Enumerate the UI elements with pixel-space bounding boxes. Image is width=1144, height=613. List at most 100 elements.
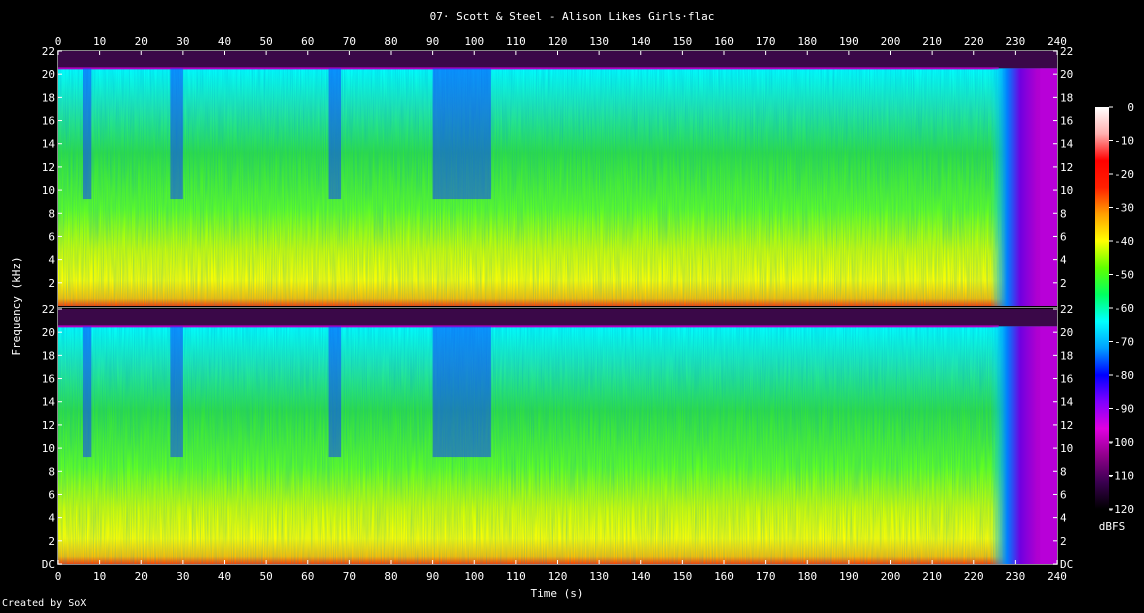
- y-tick-label: 10: [42, 442, 55, 455]
- y-tick-label: 14: [42, 396, 56, 409]
- x-tick-label: 30: [176, 35, 189, 48]
- x-tick-label: 220: [964, 570, 984, 583]
- y-tick-label: 18: [42, 91, 55, 104]
- colorbar-tick-label: -80: [1114, 369, 1134, 382]
- y-tick-label: 8: [1060, 465, 1067, 478]
- channel-lower-grain: [58, 309, 1057, 564]
- y-tick-label: 16: [42, 373, 55, 386]
- colorbar-tick-label: -50: [1114, 269, 1134, 282]
- x-tick-label: 240: [1047, 35, 1067, 48]
- x-tick-label: 130: [589, 570, 609, 583]
- x-tick-label: 90: [426, 35, 439, 48]
- y-tick-label: 14: [1060, 396, 1074, 409]
- y-tick-label: 4: [48, 512, 55, 525]
- y-tick-label: 18: [42, 349, 55, 362]
- y-tick-label: 10: [1060, 442, 1073, 455]
- x-tick-label: 110: [506, 35, 526, 48]
- x-tick-label: 100: [464, 35, 484, 48]
- y-tick-label: 12: [42, 161, 55, 174]
- colorbar-tick-label: -30: [1114, 202, 1134, 215]
- y-tick-label: 6: [48, 488, 55, 501]
- x-tick-label: 50: [260, 35, 273, 48]
- y-tick-label: 22: [1060, 303, 1073, 316]
- y-tick-label: 10: [1060, 184, 1073, 197]
- x-tick-label: 150: [672, 35, 692, 48]
- y-tick-label: 8: [48, 465, 55, 478]
- y-tick-label: 12: [1060, 161, 1073, 174]
- x-tick-label: 180: [797, 35, 817, 48]
- quiet-segment: [328, 68, 342, 200]
- y-tick-label: DC: [1060, 558, 1073, 571]
- x-tick-label: 40: [218, 570, 231, 583]
- x-axis-label: Time (s): [531, 587, 584, 600]
- colorbar-tick-label: -120: [1108, 503, 1135, 516]
- x-tick-label: 230: [1005, 570, 1025, 583]
- y-tick-label: 8: [1060, 207, 1067, 220]
- x-tick-label: 40: [218, 35, 231, 48]
- x-tick-label: 60: [301, 35, 314, 48]
- x-tick-label: 120: [548, 570, 568, 583]
- y-tick-label: 16: [1060, 373, 1073, 386]
- y-tick-label: 16: [1060, 115, 1073, 128]
- x-tick-label: 50: [260, 570, 273, 583]
- y-tick-label: 20: [1060, 68, 1073, 81]
- x-tick-label: 130: [589, 35, 609, 48]
- y-tick-label: 16: [42, 115, 55, 128]
- quiet-segment: [432, 68, 491, 200]
- quiet-segment: [328, 326, 342, 458]
- x-tick-label: 100: [464, 570, 484, 583]
- x-tick-label: 170: [756, 35, 776, 48]
- colorbar: 0 -10 -20 -30 -40 -50 -60 -70 -80 -90 -100 -110 -120…: [1095, 101, 1134, 533]
- colorbar-tick-label: -70: [1114, 336, 1134, 349]
- y-tick-label: 8: [48, 207, 55, 220]
- sox-credit: Created by SoX: [2, 598, 87, 609]
- x-tick-label: 0: [55, 35, 62, 48]
- quiet-segment: [82, 326, 92, 458]
- channel-upper-grain: [58, 51, 1057, 306]
- x-tick-label: 30: [176, 570, 189, 583]
- y-tick-label: 10: [42, 184, 55, 197]
- colorbar-tick-label: -110: [1108, 470, 1135, 483]
- y-tick-label: 20: [42, 326, 55, 339]
- y-tick-label: 22: [42, 45, 55, 58]
- y-tick-label: 2: [1060, 535, 1067, 548]
- colorbar-tick-label: -20: [1114, 168, 1134, 181]
- channel-lower: [58, 309, 1057, 564]
- y-tick-label: 4: [48, 254, 55, 267]
- quiet-segment: [432, 326, 491, 458]
- y-tick-label: 12: [1060, 419, 1073, 432]
- x-tick-label: 150: [672, 570, 692, 583]
- plot-frame: [57, 50, 1058, 565]
- x-tick-label: 140: [631, 570, 651, 583]
- x-tick-label: 190: [839, 35, 859, 48]
- y-tick-label: 4: [1060, 512, 1067, 525]
- colorbar-tick-label: -60: [1114, 302, 1134, 315]
- cutoff-band: [58, 51, 1057, 69]
- x-tick-label: 0: [55, 570, 62, 583]
- x-tick-label: 190: [839, 570, 859, 583]
- y-tick-label: 14: [42, 138, 56, 151]
- x-tick-label: 10: [93, 35, 106, 48]
- y-axis-label: Frequency (kHz): [10, 256, 23, 355]
- y-tick-label: 22: [42, 303, 55, 316]
- y-tick-label: 18: [1060, 349, 1073, 362]
- x-tick-label: 70: [343, 35, 356, 48]
- y-tick-label: DC: [42, 558, 55, 571]
- colorbar-tick-label: -100: [1108, 436, 1135, 449]
- colorbar-tick-label: -40: [1114, 235, 1134, 248]
- y-tick-label: 6: [1060, 488, 1067, 501]
- colorbar-label: dBFS: [1099, 520, 1126, 533]
- channel-upper: [58, 51, 1057, 307]
- x-tick-label: 170: [756, 570, 776, 583]
- x-tick-label: 200: [881, 570, 901, 583]
- x-tick-label: 70: [343, 570, 356, 583]
- silence-region: [1040, 68, 1057, 307]
- y-tick-label: 6: [1060, 230, 1067, 243]
- quiet-segment: [170, 68, 183, 200]
- colorbar-tick-label: -90: [1114, 403, 1134, 416]
- y-tick-label: 2: [48, 535, 55, 548]
- y-tick-label: 4: [1060, 254, 1067, 267]
- x-tick-label: 80: [384, 570, 397, 583]
- colorbar-tick-label: -10: [1114, 135, 1134, 148]
- x-tick-label: 120: [548, 35, 568, 48]
